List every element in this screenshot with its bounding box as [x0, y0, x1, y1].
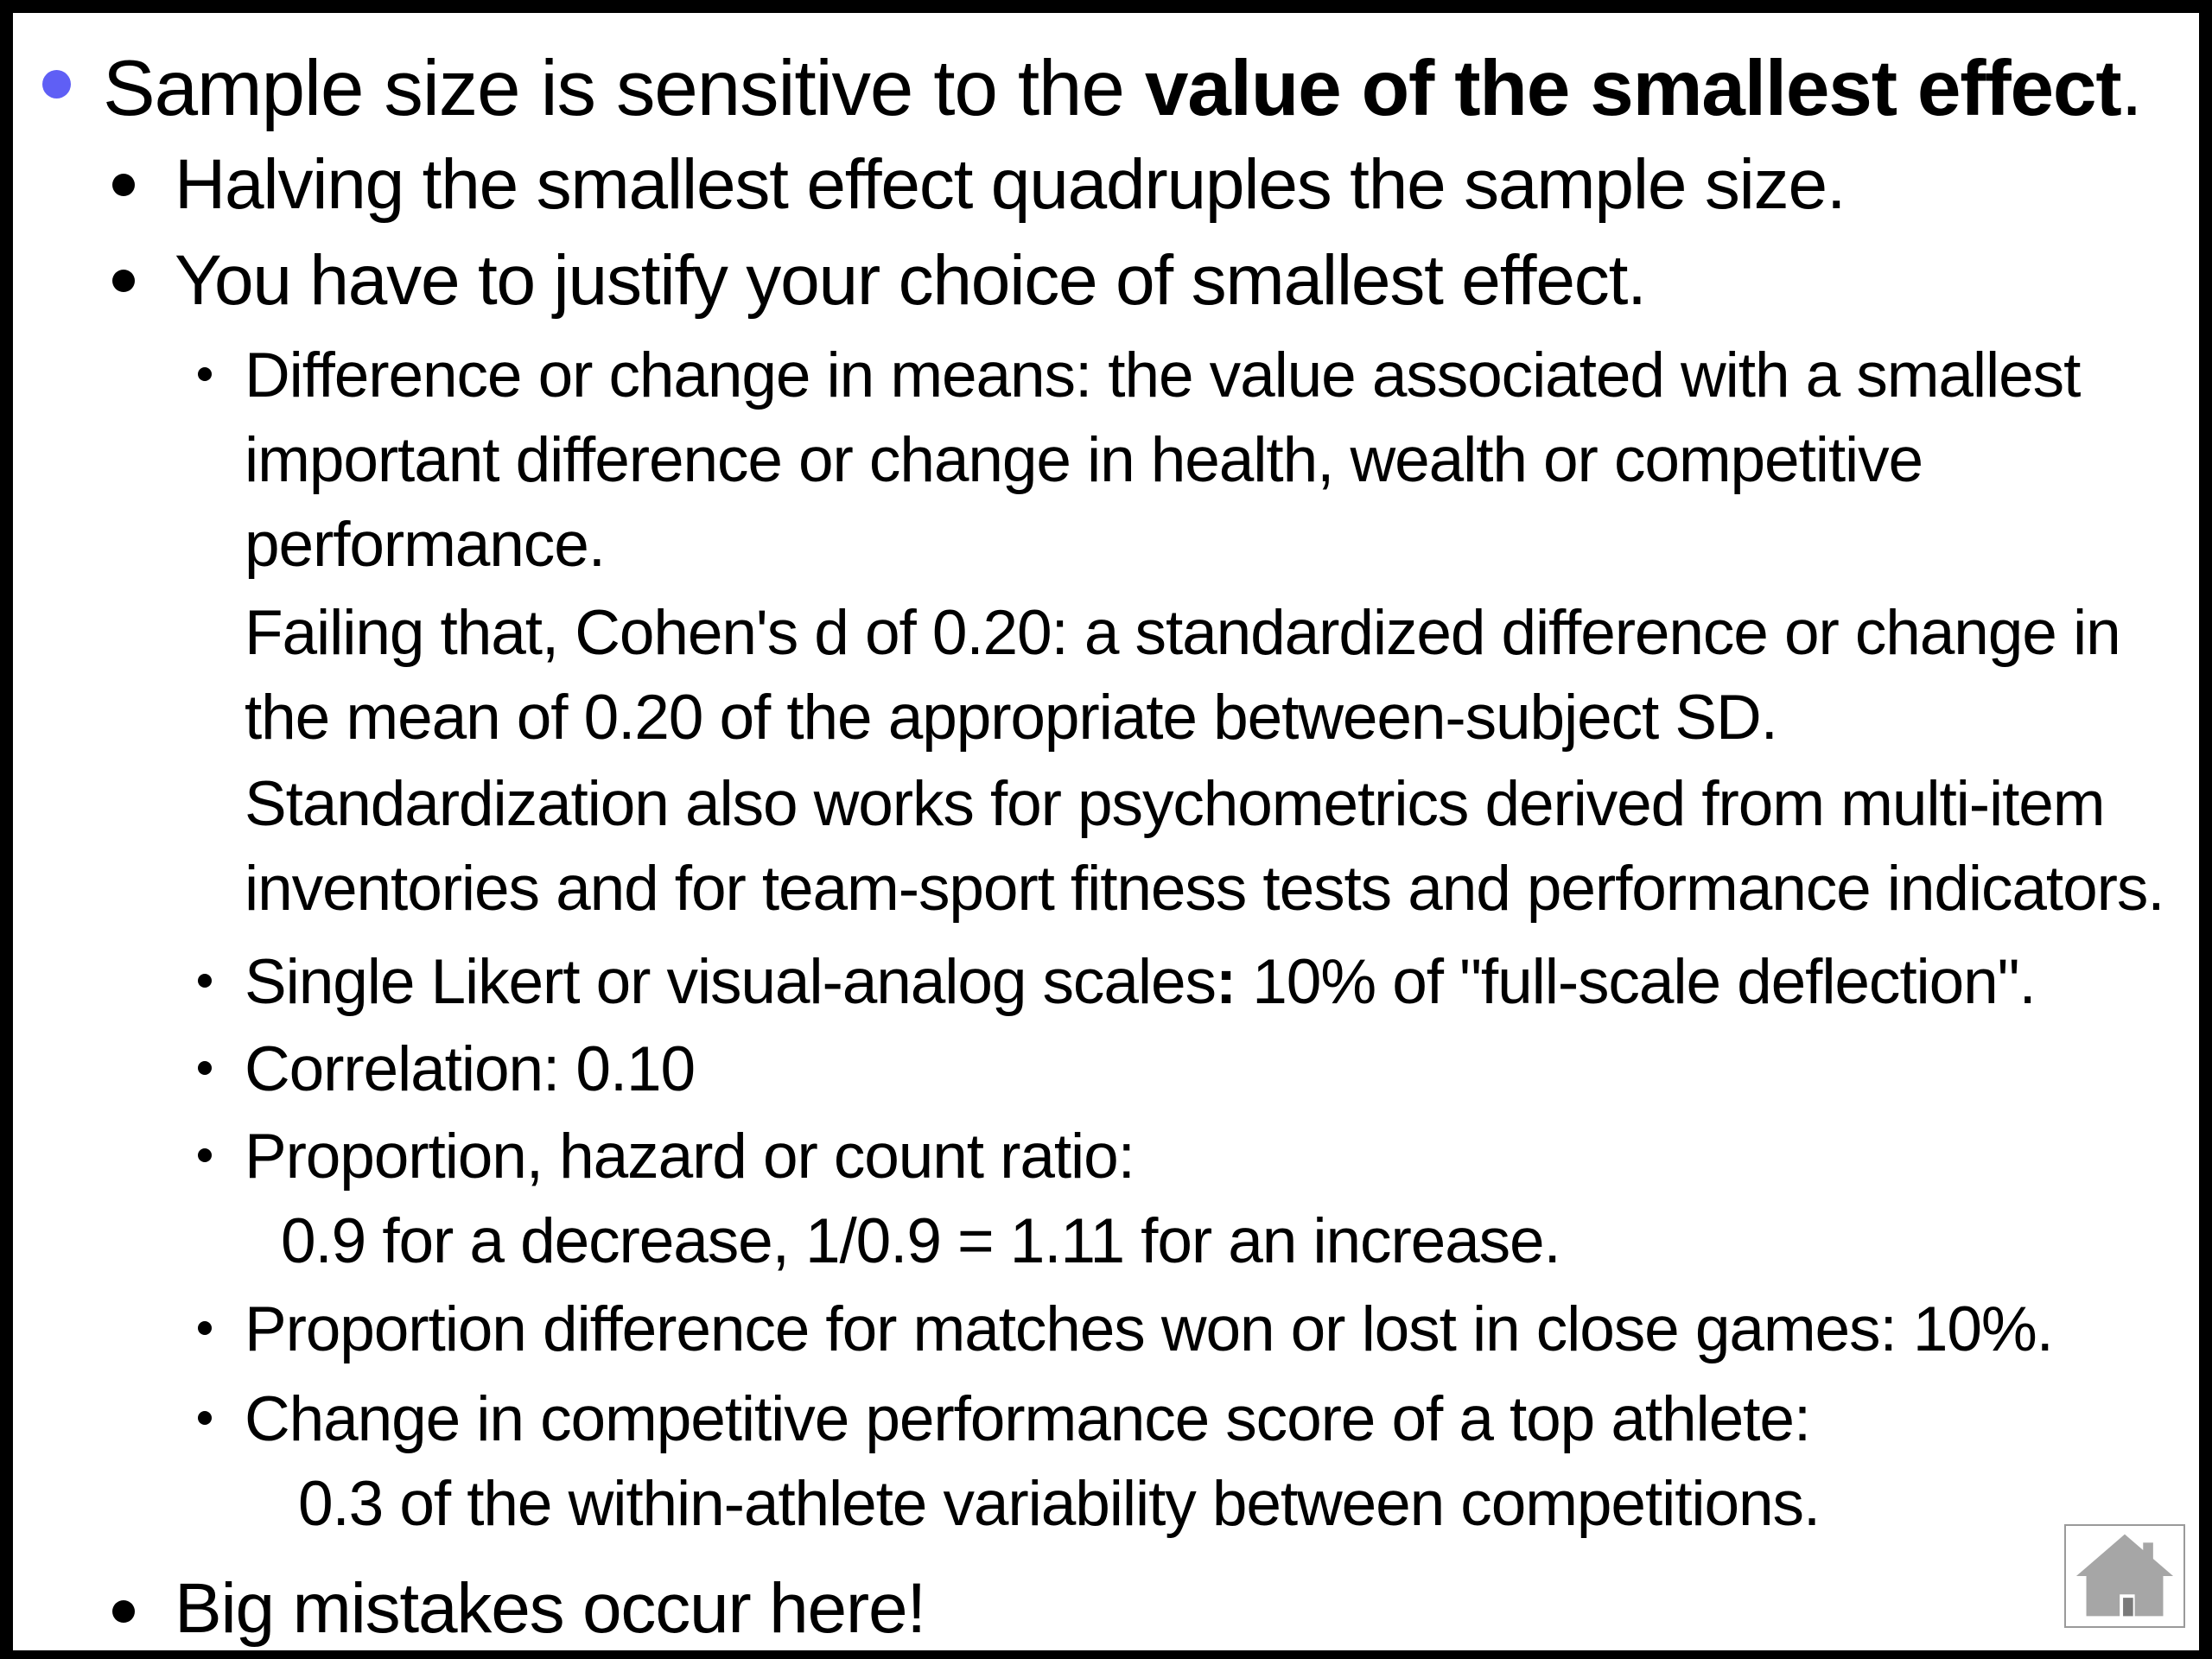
level3-bullet: [198, 367, 212, 381]
home-icon: [2075, 1534, 2174, 1617]
proportion-difference-point: Proportion difference for matches won or…: [245, 1294, 2054, 1364]
level3-bullet: [198, 1411, 212, 1425]
justify-point: You have to justify your choice of small…: [175, 241, 1647, 320]
likert-value: 10% of "full-scale deflection".: [1236, 947, 2037, 1017]
standardization-line: inventories and for team-sport fitness t…: [245, 854, 2165, 924]
level2-bullet: [112, 1600, 135, 1623]
level2-bullet: [112, 270, 135, 292]
diff-means-line: important difference or change in health…: [245, 425, 1923, 495]
competitive-values: 0.3 of the within-athlete variability be…: [298, 1469, 1821, 1539]
diff-means-line: Difference or change in means: the value…: [245, 340, 2081, 410]
level1-bullet: [42, 70, 71, 99]
likert-label: Single Likert or visual-analog scales: [245, 947, 1217, 1017]
likert-colon: :: [1215, 947, 1236, 1017]
main-point-emphasis: value of the smallest effect: [1144, 45, 2122, 132]
level3-bullet: [198, 1321, 212, 1335]
correlation-point: Correlation: 0.10: [245, 1034, 696, 1104]
main-point-period: .: [2120, 45, 2142, 132]
home-button[interactable]: [2064, 1524, 2185, 1628]
cohens-d-line: Failing that, Cohen's d of 0.20: a stand…: [245, 598, 2121, 668]
competitive-point: Change in competitive performance score …: [245, 1384, 1811, 1454]
diff-means-line: performance.: [245, 510, 606, 580]
slide: Sample size is sensitive to the value of…: [13, 13, 2199, 1650]
level3-bullet: [198, 974, 212, 988]
level3-bullet: [198, 1061, 212, 1075]
mistakes-point: Big mistakes occur here!: [175, 1569, 926, 1648]
ratio-values: 0.9 for a decrease, 1/0.9 = 1.11 for an …: [281, 1206, 1561, 1276]
cohens-d-line: the mean of 0.20 of the appropriate betw…: [245, 683, 1778, 753]
level2-bullet: [112, 174, 135, 196]
ratio-point: Proportion, hazard or count ratio:: [245, 1122, 1135, 1192]
level3-bullet: [198, 1148, 212, 1162]
main-point-text: Sample size is sensitive to the: [103, 45, 1145, 132]
halving-point: Halving the smallest effect quadruples t…: [175, 145, 1847, 224]
likert-point: Single Likert or visual-analog scales: 1…: [245, 946, 2037, 1018]
main-point: Sample size is sensitive to the value of…: [103, 44, 2143, 134]
standardization-line: Standardization also works for psychomet…: [245, 769, 2106, 839]
